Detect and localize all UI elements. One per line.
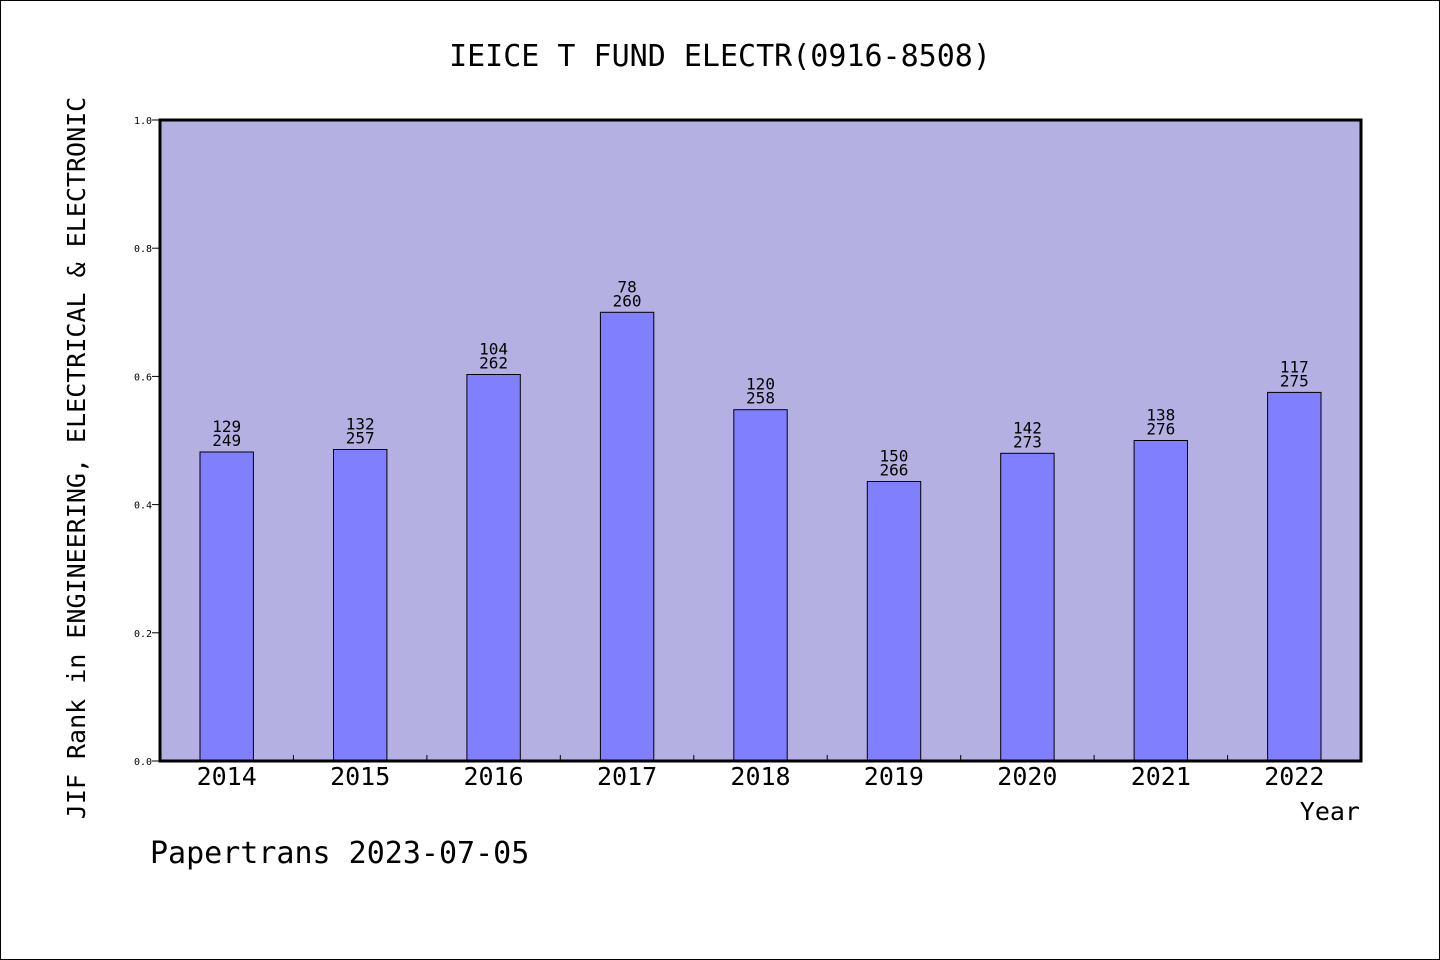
x-tick-label-2017: 2017: [597, 762, 657, 791]
total-label-2020: 273: [1013, 432, 1042, 451]
y-tick-label: 0.0: [134, 757, 152, 768]
rank-label-2017: 78: [617, 277, 636, 296]
bar-2018: [733, 409, 788, 762]
rank-label-2014: 129: [212, 417, 241, 436]
total-label-2017: 260: [613, 291, 642, 310]
rank-label-2020: 142: [1013, 418, 1042, 437]
total-label-2015: 257: [346, 429, 375, 448]
x-axis-label: Year: [1300, 797, 1360, 826]
bar-2016: [466, 374, 521, 762]
bar-2014: [199, 451, 254, 762]
total-label-2018: 258: [746, 389, 775, 408]
rank-label-2021: 138: [1146, 406, 1175, 425]
rank-label-2022: 117: [1280, 357, 1309, 376]
total-label-2019: 266: [879, 461, 908, 480]
y-axis: 0.0 0.2 0.4 0.6 0.8 1.0: [134, 116, 160, 768]
bar-2017: [599, 311, 655, 762]
x-tick-label-2014: 2014: [197, 762, 257, 791]
rank-label-2019: 150: [879, 447, 908, 466]
total-label-2021: 276: [1146, 420, 1175, 439]
y-axis-label: JIF Rank in ENGINEERING, ELECTRICAL & EL…: [62, 97, 91, 819]
y-tick-label: 0.2: [134, 629, 152, 640]
x-tick-label-2022: 2022: [1264, 762, 1324, 791]
source-footer: Papertrans 2023-07-05: [150, 836, 529, 871]
bar-2019: [866, 481, 922, 762]
bars-layer: [199, 311, 1322, 762]
bar-2022: [1267, 391, 1322, 762]
total-label-2014: 249: [212, 431, 241, 450]
total-label-2022: 275: [1280, 371, 1309, 390]
rank-label-2018: 120: [746, 375, 775, 394]
x-tick-label-2020: 2020: [997, 762, 1057, 791]
y-tick-label: 1.0: [134, 116, 152, 127]
y-tick-label: 0.6: [134, 372, 152, 383]
y-tick-label: 0.8: [134, 244, 152, 255]
x-tick-label-2016: 2016: [463, 762, 523, 791]
x-tick-label-2015: 2015: [330, 762, 390, 791]
x-axis: 2014 2015 2016 2017 2018 2019 2020 2021 2022: [197, 755, 1324, 791]
x-tick-label-2018: 2018: [730, 762, 790, 791]
rank-label-2015: 132: [346, 415, 375, 434]
total-label-2016: 262: [479, 354, 508, 373]
y-tick-label: 0.4: [134, 501, 152, 512]
chart-title: IEICE T FUND ELECTR(0916-8508): [449, 39, 991, 74]
bar-2015: [333, 449, 388, 762]
plot-border: [158, 118, 1363, 763]
bar-2021: [1133, 440, 1188, 762]
data-labels-layer: 1292491322571042627826012025815026614227…: [212, 277, 1309, 479]
bar-2020: [1000, 452, 1055, 762]
rank-label-2016: 104: [479, 340, 508, 359]
x-tick-label-2021: 2021: [1131, 762, 1191, 791]
x-tick-label-2019: 2019: [864, 762, 924, 791]
